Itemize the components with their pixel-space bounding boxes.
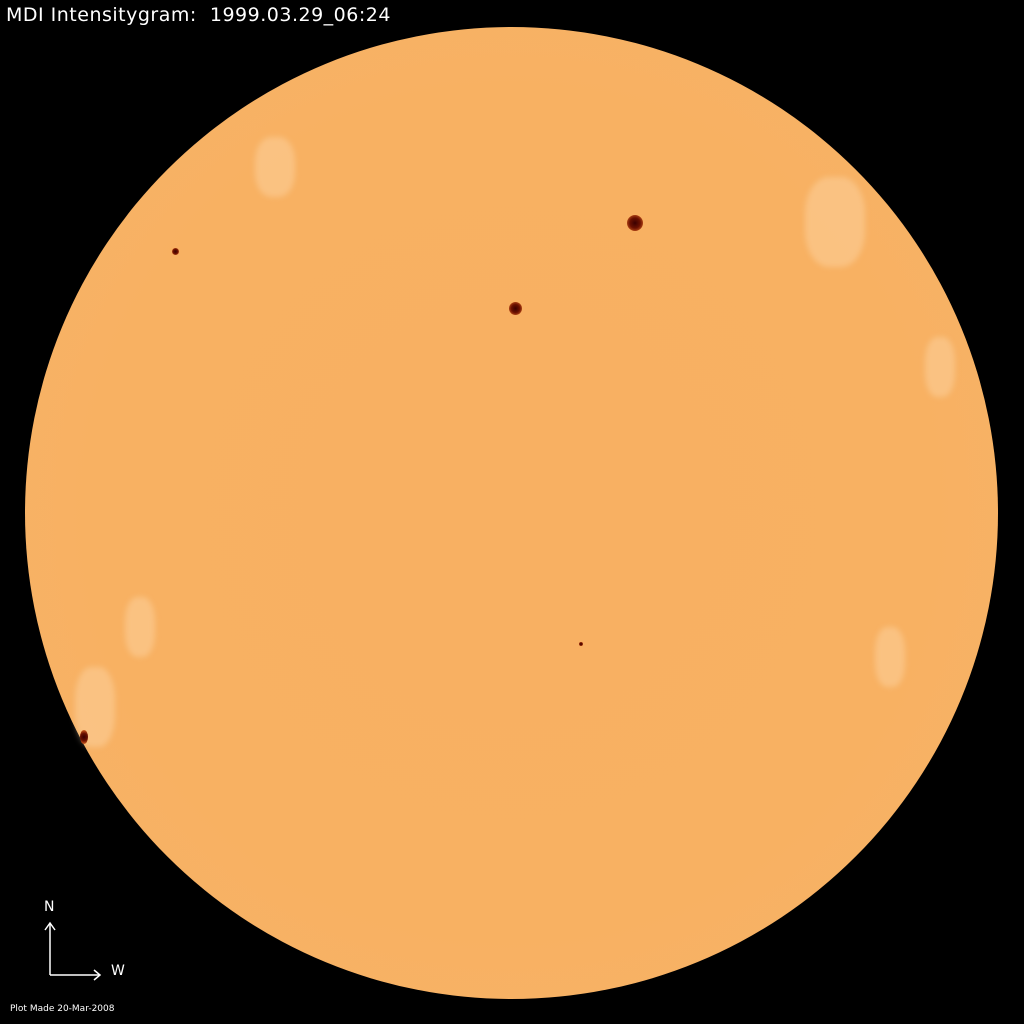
facula-region: [805, 177, 865, 267]
west-label: W: [111, 963, 125, 979]
facula-region: [925, 337, 955, 397]
sunspot: [509, 302, 522, 315]
image-title: MDI Intensitygram: 1999.03.29_06:24: [6, 4, 391, 26]
facula-region: [125, 597, 155, 657]
sunspot: [80, 730, 88, 744]
sunspot: [627, 215, 643, 231]
sunspot: [172, 248, 179, 255]
sunspot: [579, 642, 583, 646]
solar-disk: [25, 27, 998, 999]
facula-region: [255, 137, 295, 197]
plot-made-label: Plot Made 20-Mar-2008: [10, 1004, 115, 1014]
compass-arrows: [44, 921, 102, 981]
facula-region: [875, 627, 905, 687]
north-label: N: [44, 899, 55, 915]
